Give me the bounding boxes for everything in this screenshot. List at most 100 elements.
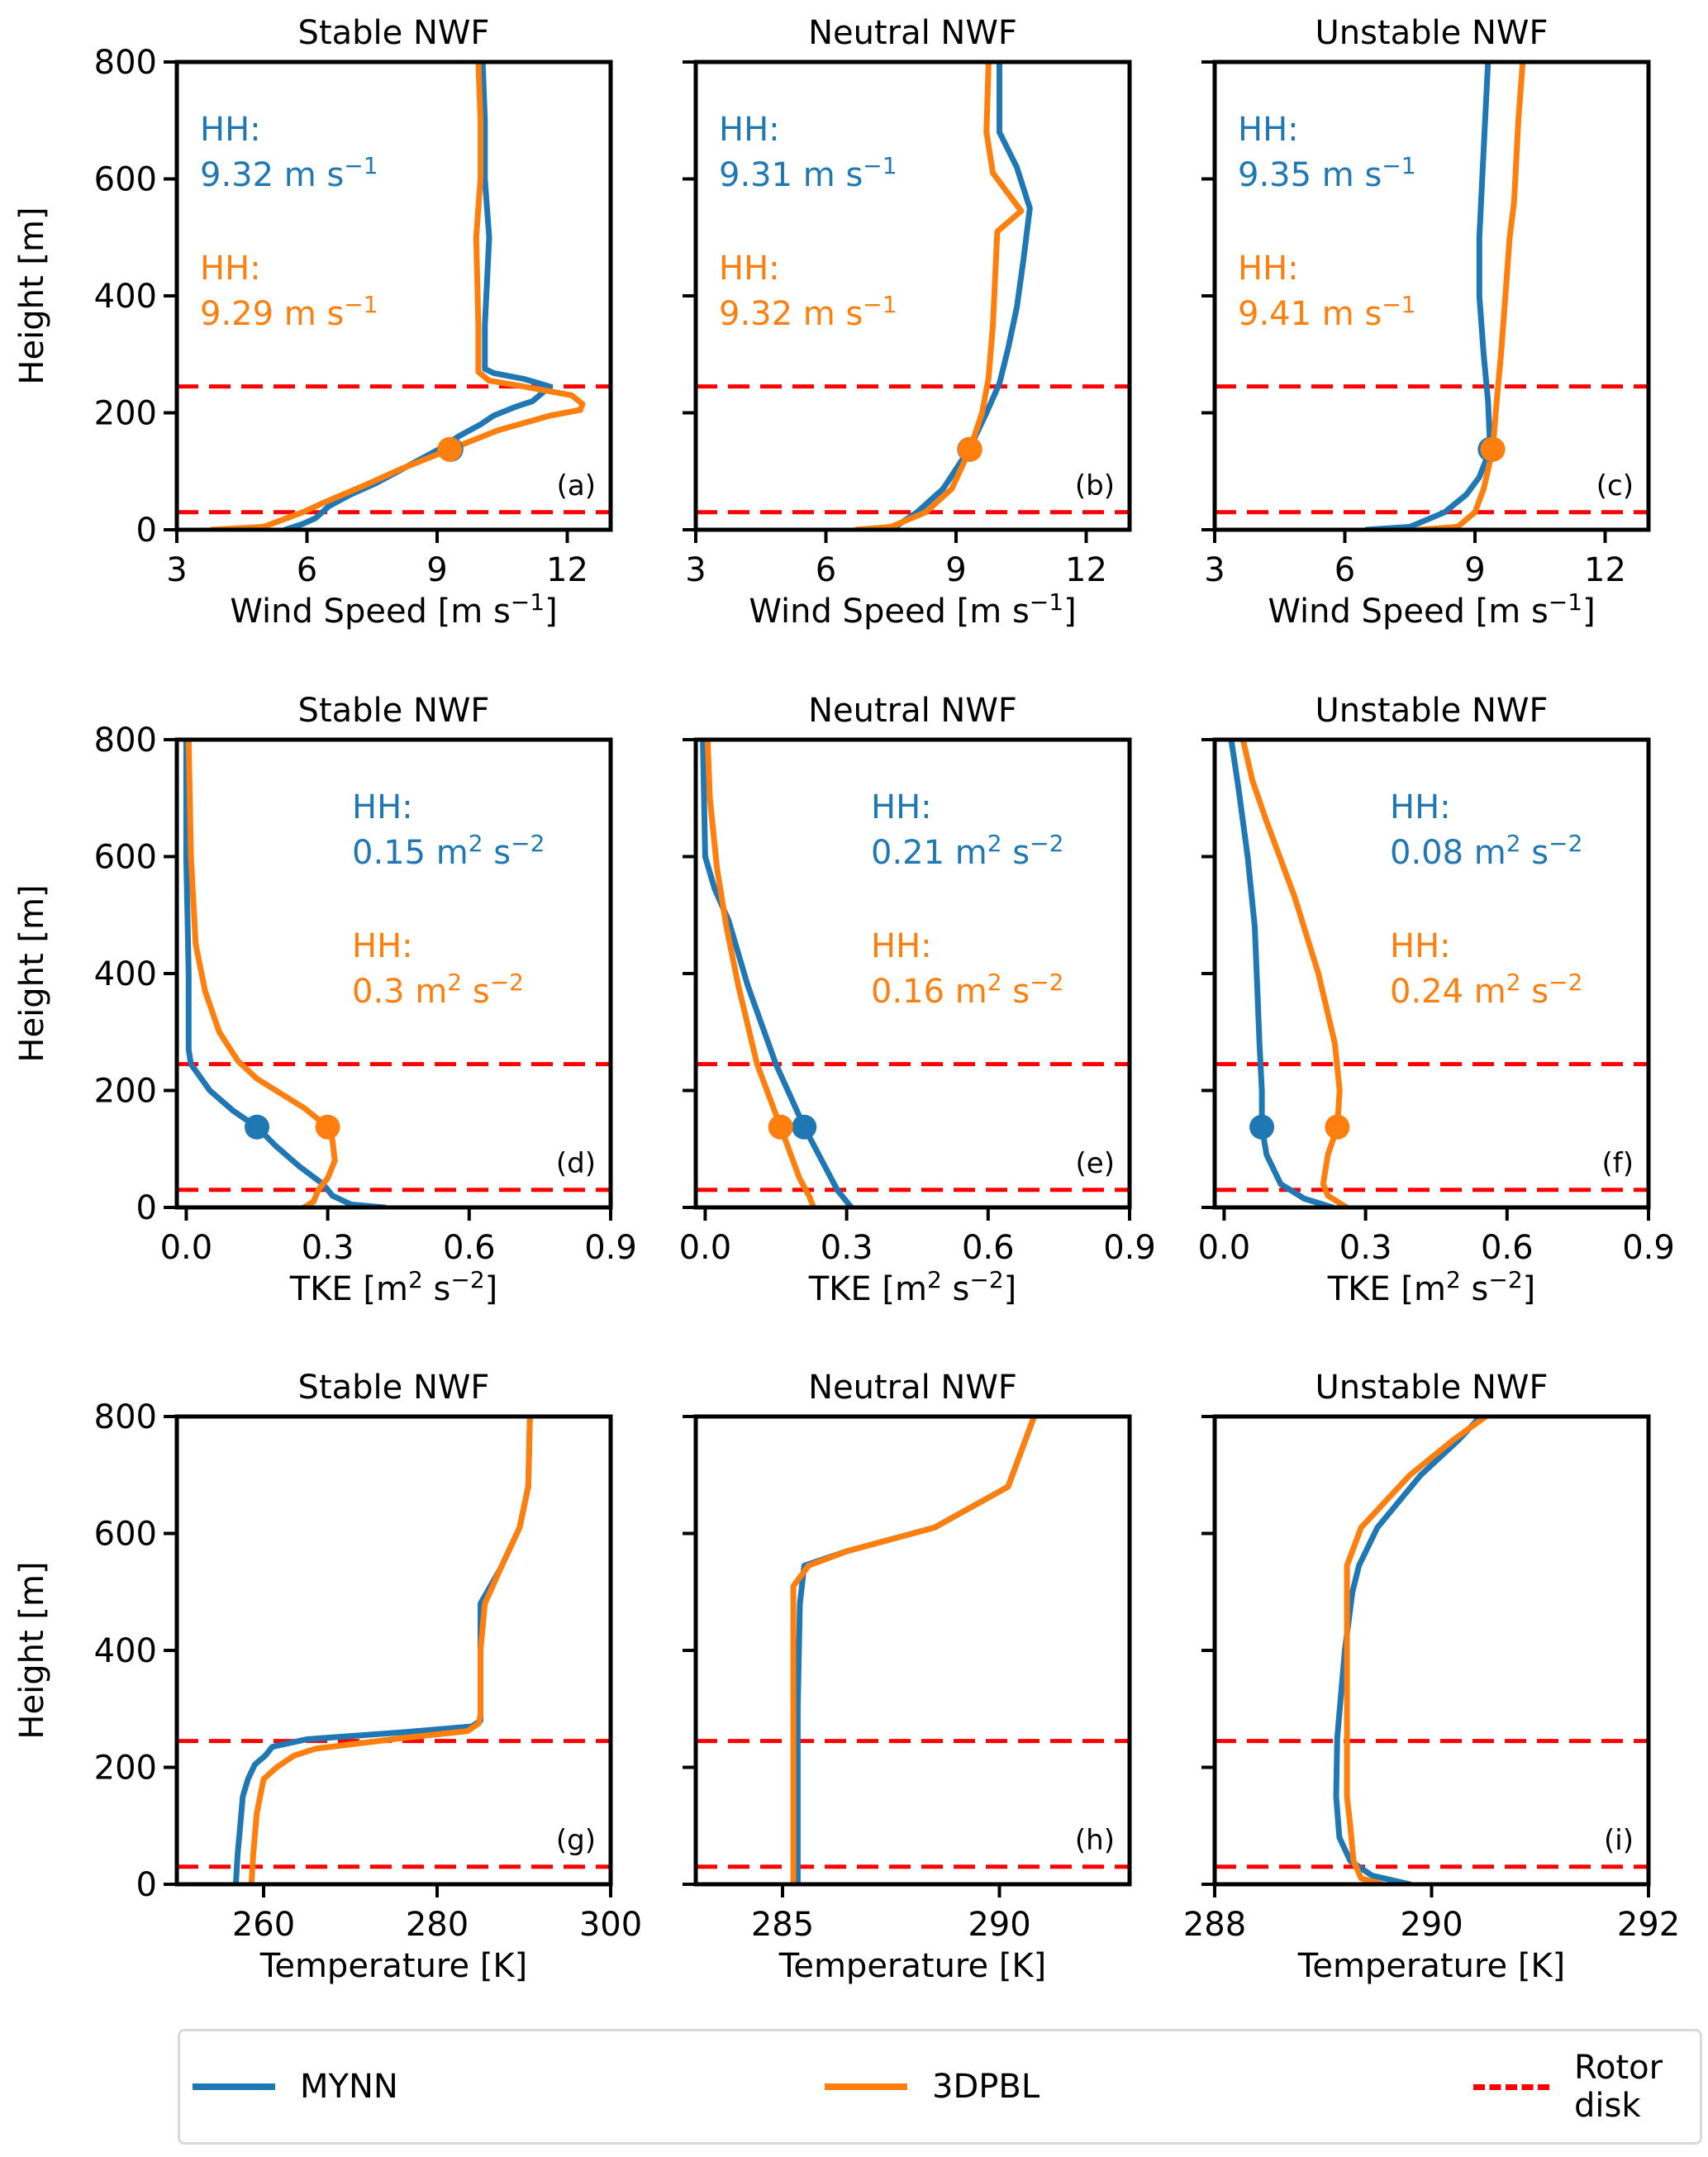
series-group <box>1333 1417 1489 1884</box>
panel-title: Unstable NWF <box>1315 1369 1549 1407</box>
y-tick-label: 0 <box>136 512 157 550</box>
hub-height-label: HH: <box>871 927 932 965</box>
y-tick-label: 400 <box>94 278 157 316</box>
panel-e: Neutral NWF 0.0 0.3 0.6 0.9 TKE [m2​ s−2​] (e)… <box>679 692 1156 1308</box>
series-line-mynn <box>183 740 388 1207</box>
legend-item-3dpbl: 3DPBL <box>825 2031 1040 2142</box>
hub-height-label: HH: <box>719 111 780 149</box>
series-line-3dpbl <box>1344 1417 1489 1884</box>
hub-height-label: HH: <box>1238 250 1299 288</box>
y-axis-label: Height [m] <box>13 207 51 384</box>
panel-title: Neutral NWF <box>808 692 1017 730</box>
x-tick-label: 6 <box>816 551 836 589</box>
hub-height-marker-mynn <box>792 1114 817 1140</box>
y-tick-label: 800 <box>94 44 157 82</box>
hub-height-value: 0.24 m2​ s−2​ <box>1390 969 1582 1011</box>
hub-height-value: 0.08 m2​ s−2​ <box>1390 830 1582 872</box>
legend-swatch-mynn <box>193 2083 275 2090</box>
hub-height-label: HH: <box>200 111 261 149</box>
hub-height-marker-mynn <box>245 1114 270 1140</box>
axes-frame <box>1212 1414 1651 1887</box>
legend-item-rotor-disk: Rotor disk <box>1473 2031 1663 2142</box>
series-group <box>183 740 388 1207</box>
series-line-mynn <box>853 62 1033 530</box>
legend-item-mynn: MYNN <box>193 2031 398 2142</box>
legend-label-rotor-line2: disk <box>1574 2087 1641 2125</box>
x-tick-label: 288 <box>1183 1906 1246 1944</box>
panel-letter: (a) <box>557 469 596 502</box>
series-group <box>1228 740 1350 1207</box>
x-tick-label: 9 <box>426 551 447 589</box>
y-tick-label: 200 <box>94 1073 157 1111</box>
legend-swatch-rotor-disk <box>1473 2083 1549 2090</box>
x-axis-label: Temperature [K] <box>1297 1947 1566 1985</box>
series-line-mynn <box>282 62 553 530</box>
series-line-3dpbl <box>1415 62 1526 530</box>
hub-height-marker-3dpbl <box>1325 1114 1350 1140</box>
panel-letter: (e) <box>1076 1147 1115 1180</box>
x-tick-label: 0.3 <box>1339 1229 1392 1267</box>
series-line-mynn <box>700 740 854 1207</box>
hub-height-label: HH: <box>1238 111 1299 149</box>
x-tick-label: 9 <box>1464 551 1485 589</box>
hub-height-value: 0.3 m2​ s−2​ <box>352 969 524 1011</box>
hub-height-value: 9.32 m s−1​ <box>200 152 378 194</box>
series-line-3dpbl <box>853 62 1025 530</box>
series-line-3dpbl <box>704 740 817 1207</box>
series-group <box>1363 62 1526 530</box>
legend-label-rotor-disk: Rotor disk <box>1574 2049 1663 2125</box>
x-tick-label: 0.6 <box>962 1229 1015 1267</box>
x-tick-label: 0.3 <box>821 1229 873 1267</box>
hub-height-marker-3dpbl <box>1480 436 1506 462</box>
series-group <box>700 740 854 1207</box>
panel-f: Unstable NWF 0.0 0.3 0.6 0.9 TKE [m2​ s−2​] (f… <box>1198 692 1675 1308</box>
x-axis-label: TKE [m2​ s−2​] <box>808 1266 1017 1308</box>
hub-height-value: 9.31 m s−1​ <box>719 152 897 194</box>
panel-title: Unstable NWF <box>1315 692 1549 730</box>
panel-d: Stable NWF 0 200 400 600 800 0.0 0.3 0.6 0.9 TKE [… <box>13 692 637 1308</box>
hub-height-label: HH: <box>1390 927 1451 965</box>
panel-title: Stable NWF <box>298 14 490 52</box>
hub-height-label: HH: <box>352 927 413 965</box>
series-line-mynn <box>1363 62 1493 530</box>
x-tick-label: 6 <box>297 551 317 589</box>
panel-letter: (b) <box>1075 469 1115 502</box>
y-axis-label: Height [m] <box>13 884 51 1062</box>
hub-height-marker-3dpbl <box>437 436 463 462</box>
hub-height-label: HH: <box>200 250 261 288</box>
hub-height-value: 0.16 m2​ s−2​ <box>871 969 1063 1011</box>
series-line-mynn <box>794 1417 1037 1884</box>
x-tick-label: 0.6 <box>443 1229 496 1267</box>
series-group <box>853 62 1033 530</box>
y-tick-label: 800 <box>94 1398 157 1436</box>
series-line-mynn <box>1333 1417 1484 1884</box>
panel-letter: (f) <box>1602 1147 1634 1180</box>
hub-height-label: HH: <box>719 250 780 288</box>
series-group <box>232 1417 533 1884</box>
panel-title: Neutral NWF <box>808 1369 1017 1407</box>
legend: MYNN 3DPBL Rotor disk <box>178 2029 1702 2145</box>
x-tick-label: 12 <box>546 551 588 589</box>
x-tick-label: 3 <box>166 551 187 589</box>
hub-height-marker-3dpbl <box>768 1114 793 1140</box>
x-tick-label: 280 <box>406 1906 469 1944</box>
panel-i: Unstable NWF 288 290 292 Temperature [K] (i) <box>1183 1369 1680 1985</box>
y-tick-label: 800 <box>94 721 157 759</box>
panel-title: Stable NWF <box>298 1369 490 1407</box>
series-line-3dpbl <box>790 1417 1037 1884</box>
series-line-3dpbl <box>208 62 586 530</box>
axes-frame <box>693 1414 1132 1887</box>
series-line-mynn <box>1228 740 1336 1207</box>
x-axis-label: Wind Speed [m s−1​] <box>1268 588 1595 631</box>
y-tick-label: 200 <box>94 1750 157 1788</box>
x-tick-label: 0.9 <box>584 1229 637 1267</box>
x-axis-label: Temperature [K] <box>259 1947 528 1985</box>
x-tick-label: 290 <box>968 1906 1030 1944</box>
x-tick-label: 6 <box>1335 551 1355 589</box>
x-tick-label: 0.9 <box>1622 1229 1675 1267</box>
x-tick-label: 0.0 <box>679 1229 732 1267</box>
